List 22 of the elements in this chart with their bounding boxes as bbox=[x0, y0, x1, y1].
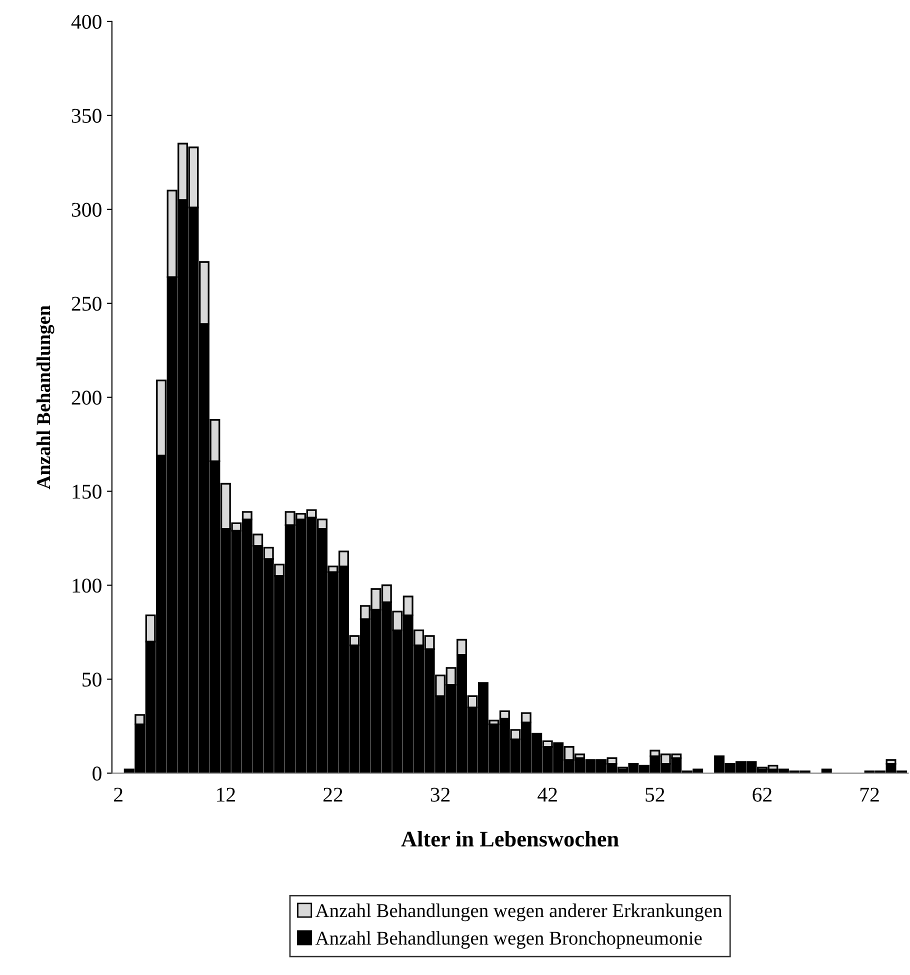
legend-label: Anzahl Behandlungen wegen Bronchopneumonie bbox=[315, 931, 702, 949]
y-tick-label: 350 bbox=[72, 108, 102, 123]
bar bbox=[821, 768, 832, 774]
x-tick-label: 62 bbox=[752, 788, 772, 802]
y-tick-label: 0 bbox=[92, 766, 102, 781]
legend-label: Anzahl Behandlungen wegen anderer Erkrankungen bbox=[315, 904, 722, 922]
y-tick-label: 150 bbox=[72, 484, 102, 499]
x-tick-label: 32 bbox=[430, 788, 450, 802]
x-axis-title: Alter in Lebenswochen bbox=[401, 830, 619, 847]
y-tick-label: 250 bbox=[72, 296, 102, 311]
x-tick-label: 52 bbox=[646, 788, 664, 802]
y-tick-label: 300 bbox=[72, 202, 102, 217]
x-tick-label: 22 bbox=[323, 788, 342, 802]
x-tick-label: 2 bbox=[114, 788, 122, 802]
x-tick-label: 42 bbox=[538, 788, 557, 802]
y-tick-label: 50 bbox=[82, 672, 102, 687]
y-tick-label: 400 bbox=[71, 14, 102, 29]
y-tick-label: 100 bbox=[72, 578, 102, 593]
x-tick-label: 72 bbox=[860, 788, 879, 802]
x-tick-label: 12 bbox=[217, 788, 235, 802]
y-tick-label: 200 bbox=[72, 390, 102, 405]
y-axis-title: Anzahl Behandlungen bbox=[36, 305, 54, 490]
